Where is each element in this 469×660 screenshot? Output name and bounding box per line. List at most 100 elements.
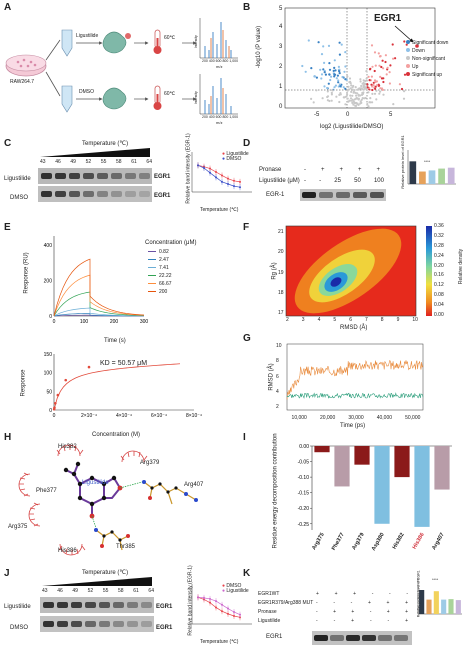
volcano-point <box>360 93 364 96</box>
bar <box>438 168 445 184</box>
volcano-point <box>323 85 326 88</box>
legend-sig-up: Significant up <box>406 72 448 78</box>
i-y-label: Residue energy decomposition contributio… <box>272 433 279 549</box>
band-label-d: EGR-1 <box>266 192 285 198</box>
legend-c: ● Ligustilide ● DMSO <box>222 151 249 162</box>
ligustilide-values: - -25 50 100 <box>304 178 384 184</box>
y-tick: -0.25 <box>298 522 310 528</box>
thermometer-icon <box>153 29 162 54</box>
volcano-point <box>362 88 366 91</box>
volcano-point <box>372 81 375 84</box>
plot-frame <box>286 343 424 411</box>
legend-j: ● DMSO ● Ligustilide <box>222 583 249 594</box>
sensorgram-line <box>53 291 145 317</box>
bar-chart-k <box>417 578 462 615</box>
data-point <box>215 606 217 609</box>
rmsd-trajectory <box>286 343 424 411</box>
volcano-point <box>342 96 345 99</box>
volcano-point <box>348 77 352 80</box>
rmsd-line-protein <box>286 359 424 400</box>
volcano-point <box>374 80 377 84</box>
series-line <box>197 164 241 183</box>
volcano-point <box>354 86 357 89</box>
volcano-point <box>349 82 352 85</box>
volcano-point <box>388 71 391 74</box>
volcano-point <box>361 91 364 95</box>
volcano-point <box>322 45 325 48</box>
bar-chart-d <box>407 150 456 185</box>
volcano-point <box>392 103 395 106</box>
volcano-point <box>374 87 377 90</box>
cell-lysate-icon <box>102 31 131 54</box>
panel-letter-h: H <box>4 432 12 443</box>
x-tick: 300 <box>140 319 149 325</box>
volcano-point <box>338 53 341 56</box>
data-point <box>53 401 57 405</box>
volcano-point <box>359 94 362 97</box>
western-blot-d <box>300 189 386 201</box>
legend-entry: 0.82 <box>148 250 172 255</box>
y-tick: -0.05 <box>298 460 310 466</box>
volcano-point <box>376 84 379 87</box>
fit-curve <box>53 363 181 411</box>
residue-arg375: Arg375 <box>8 524 28 530</box>
bar <box>428 170 436 184</box>
volcano-point <box>368 79 371 82</box>
y-tick: -0.20 <box>298 506 310 512</box>
volcano-point <box>334 69 337 72</box>
volcano-point <box>304 70 307 73</box>
volcano-point <box>326 99 329 102</box>
energy-bar <box>394 446 410 478</box>
volcano-point <box>367 105 370 108</box>
k-y-label: Relative protein level of EGR1 <box>416 570 421 618</box>
x-tick: 100 <box>80 319 89 325</box>
treatment-ligustilide-label: Ligustilide <box>76 33 99 39</box>
cell-line-label: RAW264.7 <box>10 79 34 85</box>
temperature-ticks-j: 43 46 49 52 55 58 61 64 <box>42 588 154 594</box>
band-label: EGR1 <box>154 193 171 199</box>
x-tick: 4×10⁻⁴ <box>116 413 132 419</box>
volcano-x-tick: 0 <box>346 112 350 118</box>
volcano-point <box>379 90 382 93</box>
volcano-point <box>330 91 333 94</box>
volcano-point <box>353 101 357 104</box>
volcano-point <box>402 97 406 100</box>
volcano-point <box>337 81 340 84</box>
volcano-point <box>355 94 358 97</box>
volcano-plot <box>284 7 436 109</box>
data-point <box>215 171 217 173</box>
energy-bar <box>414 446 430 527</box>
volcano-point <box>378 64 381 67</box>
data-point <box>203 596 205 599</box>
k-signs-mut: - - - + + + <box>316 600 408 606</box>
volcano-point <box>319 68 322 71</box>
volcano-point <box>351 101 354 104</box>
volcano-point <box>344 95 347 98</box>
volcano-point <box>359 87 362 90</box>
panel-letter-i: I <box>243 432 246 443</box>
volcano-point <box>353 98 356 101</box>
energy-bar <box>334 446 350 487</box>
f-y-label: Rg (Å) <box>271 262 278 280</box>
volcano-point <box>338 41 341 44</box>
data-point <box>227 607 229 610</box>
hydrophobic-arc-icon <box>56 444 84 457</box>
temperature-bottom-label: 60℃ <box>164 91 176 97</box>
bar <box>448 599 454 614</box>
data-point <box>239 613 241 616</box>
volcano-point <box>379 55 382 58</box>
data-point <box>209 597 211 600</box>
volcano-point <box>370 75 373 78</box>
ligustilide-molecule <box>65 463 122 516</box>
volcano-point <box>346 75 349 78</box>
volcano-point <box>343 70 346 73</box>
volcano-point <box>328 68 332 71</box>
k-signs-pronase: - + + - + + <box>316 609 408 615</box>
bar <box>447 167 455 184</box>
bar <box>409 161 417 184</box>
volcano-point <box>360 84 363 88</box>
volcano-point <box>328 73 331 76</box>
energy-bar <box>434 446 450 490</box>
bar <box>419 590 425 614</box>
k-row-mut: EGR1R379/Arg388 MUT <box>258 600 314 606</box>
